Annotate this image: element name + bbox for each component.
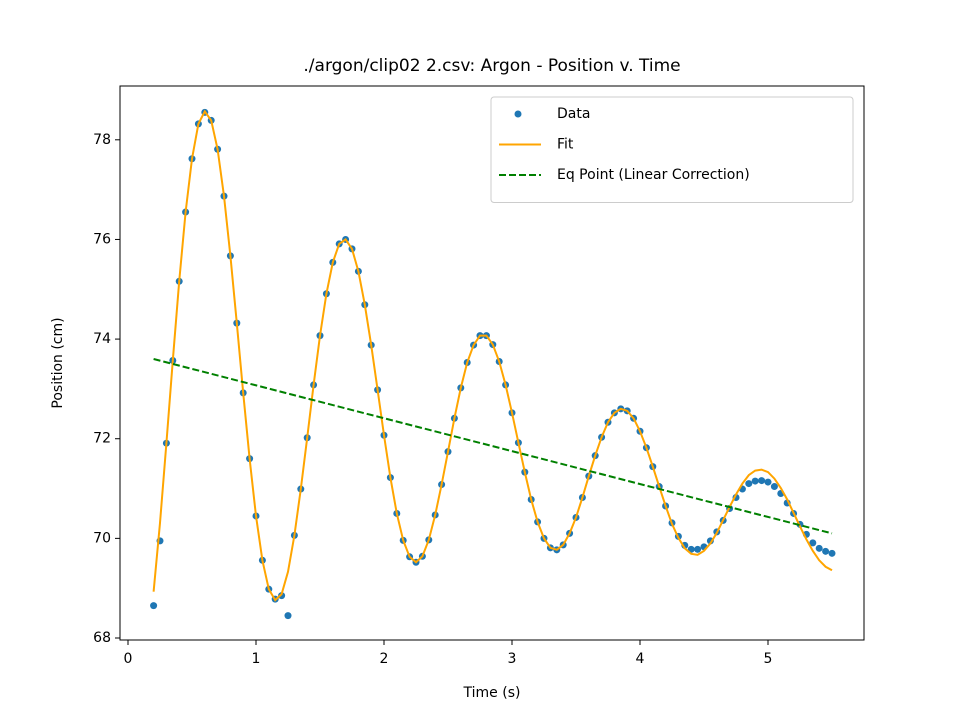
x-tick-label: 0	[124, 651, 133, 667]
x-tick-label: 4	[636, 651, 645, 667]
y-axis-label: Position (cm)	[50, 317, 66, 408]
series-line	[153, 358, 833, 535]
legend-label: Eq Point (Linear Correction)	[557, 167, 750, 183]
data-point	[809, 539, 817, 547]
y-tick-label: 68	[93, 630, 111, 646]
x-tick-label: 2	[380, 651, 389, 667]
series-line	[152, 109, 833, 602]
data-point	[694, 545, 702, 553]
legend-marker	[514, 110, 522, 118]
data-point	[284, 612, 292, 620]
data-point	[815, 544, 823, 552]
data-point	[828, 549, 836, 557]
data-point	[150, 602, 158, 610]
y-tick-label: 74	[93, 331, 111, 347]
y-tick-label: 78	[93, 132, 111, 148]
data-point	[751, 477, 759, 485]
data-point	[278, 592, 286, 600]
data-point	[758, 477, 766, 485]
x-tick-label: 3	[508, 651, 517, 667]
legend-box	[490, 96, 854, 203]
chart-title: ./argon/clip02 2.csv: Argon - Position v…	[303, 56, 680, 76]
x-tick-label: 1	[252, 651, 261, 667]
y-tick-label: 70	[93, 530, 111, 546]
legend-label: Fit	[557, 137, 574, 153]
plot-frame	[119, 85, 865, 641]
y-tick-label: 76	[93, 231, 111, 247]
data-point	[770, 483, 778, 491]
data-point	[822, 547, 830, 555]
y-tick-label: 72	[93, 431, 111, 447]
x-axis-label: Time (s)	[463, 685, 521, 701]
legend-label: Data	[557, 106, 590, 122]
data-point	[745, 480, 753, 488]
x-tick-label: 5	[764, 651, 773, 667]
data-point	[764, 478, 772, 486]
